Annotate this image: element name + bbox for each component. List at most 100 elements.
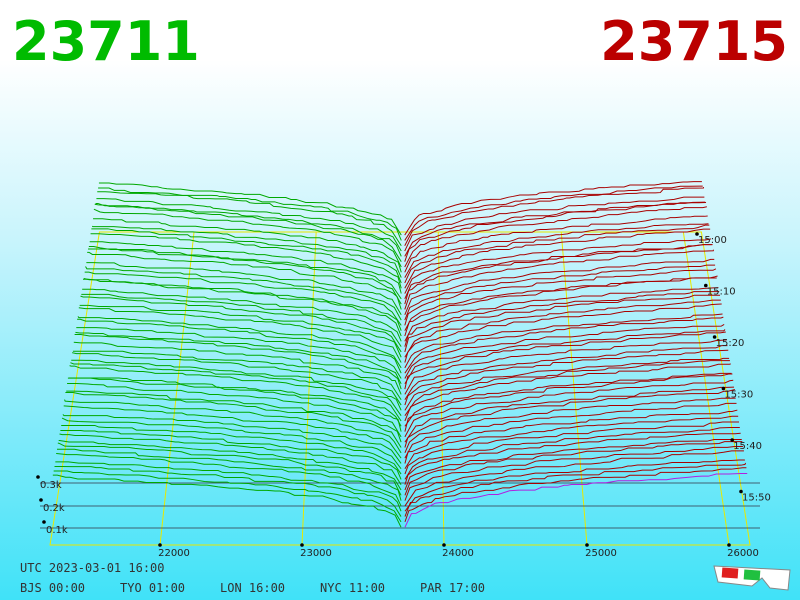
floor-line bbox=[159, 231, 195, 546]
bid-curve bbox=[54, 465, 402, 517]
bid-curve bbox=[93, 218, 402, 273]
ask-curve bbox=[404, 329, 726, 385]
bid-curve bbox=[71, 352, 402, 406]
ask-curve bbox=[404, 441, 743, 496]
bid-curve bbox=[98, 187, 402, 241]
ask-curve bbox=[404, 438, 742, 491]
ask-curve bbox=[404, 258, 715, 315]
ask-curve bbox=[404, 446, 744, 501]
ask-curve bbox=[404, 349, 729, 406]
bid-curve bbox=[57, 442, 402, 496]
ask-curve bbox=[404, 275, 718, 337]
zone-time: NYC 11:00 bbox=[320, 581, 385, 595]
ask-curve bbox=[404, 402, 737, 459]
bid-curve bbox=[96, 198, 402, 252]
bid-curve bbox=[60, 429, 402, 480]
ask-curve bbox=[404, 389, 735, 448]
bid-curve bbox=[56, 452, 402, 507]
ask-curve bbox=[404, 462, 747, 517]
axis-labels: 22000 23000 24000 25000 26000 0.1k 0.2k 0.3k 15:… bbox=[36, 232, 771, 559]
ask-curve bbox=[404, 238, 712, 294]
time-label: 15:50 bbox=[742, 493, 771, 504]
ask-curve bbox=[404, 473, 748, 528]
bid-curve bbox=[94, 203, 402, 262]
bid-curve bbox=[61, 424, 402, 475]
ask-curve bbox=[404, 459, 746, 512]
ask-curve bbox=[404, 373, 733, 432]
bid-curve bbox=[88, 248, 402, 305]
tick-dot bbox=[36, 475, 40, 479]
ask-curve bbox=[404, 339, 727, 395]
bid-curve bbox=[71, 359, 402, 411]
price-label: 26000 bbox=[727, 548, 759, 559]
ask-curve bbox=[404, 224, 710, 284]
tick-dot bbox=[158, 543, 162, 547]
bid-curve bbox=[67, 382, 402, 438]
bid-curve bbox=[90, 233, 402, 289]
floor-line bbox=[301, 231, 317, 546]
ask-curve bbox=[404, 249, 714, 310]
bid-curve bbox=[79, 304, 402, 358]
ask-curve bbox=[404, 415, 739, 470]
bid-curve bbox=[53, 470, 402, 523]
glasses-icon bbox=[713, 565, 791, 591]
ask-curve bbox=[404, 345, 728, 400]
utc-time: UTC 2023-03-01 16:00 bbox=[20, 561, 165, 575]
ask-curve bbox=[404, 186, 705, 246]
bid-curve bbox=[72, 350, 402, 401]
ask-curve bbox=[404, 303, 722, 363]
ask-curve bbox=[404, 181, 702, 236]
ask-curve bbox=[404, 268, 717, 326]
zone-time: TYO 01:00 bbox=[120, 581, 185, 595]
ask-curve bbox=[404, 277, 717, 331]
tick-dot bbox=[300, 543, 304, 547]
price-label: 24000 bbox=[442, 548, 474, 559]
tick-dot bbox=[730, 438, 734, 442]
bid-curve bbox=[67, 377, 402, 432]
bid-curve bbox=[87, 251, 402, 310]
ask-curve bbox=[404, 185, 703, 241]
red-lens bbox=[721, 567, 739, 579]
ask-curve bbox=[404, 291, 720, 347]
zone-time: PAR 17:00 bbox=[420, 581, 485, 595]
ask-curve bbox=[404, 206, 707, 268]
ask-curve bbox=[404, 264, 716, 321]
bid-curve bbox=[83, 278, 402, 331]
bid-curve bbox=[93, 208, 402, 268]
tick-dot bbox=[39, 498, 43, 502]
tick-dot bbox=[585, 543, 589, 547]
ask-curve bbox=[404, 223, 709, 278]
floor-line bbox=[682, 231, 730, 546]
volume-label: 0.2k bbox=[43, 503, 65, 514]
ask-curve bbox=[404, 409, 738, 464]
bid-curve bbox=[82, 288, 402, 342]
bid-curve bbox=[58, 440, 402, 491]
bid-curve bbox=[63, 405, 402, 459]
bid-curve bbox=[84, 271, 402, 326]
floor-outline bbox=[49, 231, 751, 546]
bid-curve bbox=[66, 390, 402, 443]
price-label: 23000 bbox=[300, 548, 332, 559]
bid-price: 23711 bbox=[12, 10, 200, 73]
green-lens bbox=[743, 569, 761, 581]
volume-label: 0.1k bbox=[46, 525, 68, 536]
floor-grid bbox=[40, 231, 760, 546]
bid-curve bbox=[74, 334, 402, 390]
bid-curve bbox=[69, 365, 402, 422]
ask-curve bbox=[404, 450, 744, 507]
ask-curve bbox=[404, 357, 730, 411]
bid-curve bbox=[81, 293, 402, 347]
bid-curve bbox=[91, 228, 402, 284]
bid-curve bbox=[73, 341, 402, 395]
bid-curve bbox=[89, 241, 402, 294]
ask-curve bbox=[404, 426, 740, 480]
bid-curve bbox=[70, 362, 402, 416]
bid-curve bbox=[62, 414, 402, 464]
ask-curve bbox=[404, 201, 707, 262]
ask-price: 23715 bbox=[600, 10, 788, 73]
ask-curve bbox=[404, 215, 708, 273]
bid-curve bbox=[52, 474, 402, 528]
bid-curve bbox=[64, 399, 402, 454]
ask-curve bbox=[404, 331, 726, 390]
